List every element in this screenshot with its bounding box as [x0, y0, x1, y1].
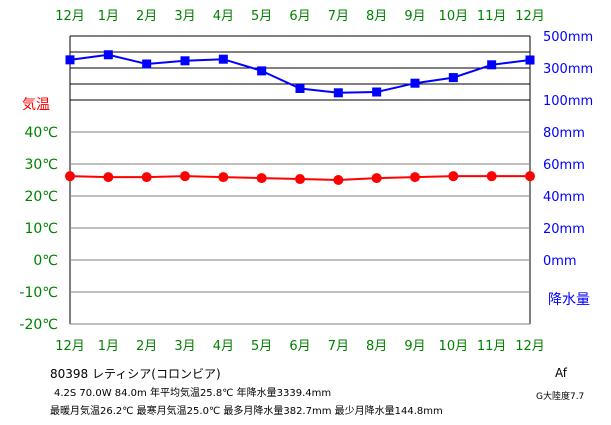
month-label-bottom: 12月	[55, 339, 85, 354]
precipitation-tick-label: 20mm	[543, 222, 585, 237]
temperature-tick-labels: -20℃ -10℃ 0℃ 10℃ 20℃ 30℃ 40℃	[19, 125, 58, 333]
month-label-bottom: 8月	[366, 339, 387, 354]
temperature-point	[295, 174, 305, 185]
temperature-point	[256, 173, 267, 184]
month-label-bottom: 10月	[439, 339, 469, 354]
month-labels-bottom: 12月 1月 2月 3月 4月 5月 6月 7月 8月 9月 10月 11月 12月	[55, 339, 545, 354]
month-label-top: 8月	[366, 9, 387, 24]
precipitation-tick-labels: 0mm 20mm 40mm 60mm 80mm 100mm 300mm 500mm	[543, 30, 593, 269]
temperature-point	[65, 171, 75, 182]
continentality-index: G大陸度7.7	[536, 392, 585, 402]
month-label-bottom: 5月	[251, 339, 272, 354]
month-label-top: 4月	[213, 9, 234, 24]
temperature-tick-label: 10℃	[24, 221, 58, 237]
temperature-point	[410, 172, 420, 183]
temperature-series	[65, 171, 535, 185]
station-name: 80398 レティシア(コロンビア)	[50, 367, 221, 381]
temperature-point	[333, 175, 344, 185]
precipitation-point	[333, 88, 343, 98]
temperature-point	[141, 172, 152, 183]
month-label-bottom: 12月	[515, 339, 545, 354]
precipitation-point	[295, 83, 305, 93]
month-label-bottom: 6月	[289, 339, 310, 354]
temperature-point	[218, 172, 229, 183]
temperature-point	[525, 171, 535, 182]
precipitation-point	[448, 73, 458, 83]
month-label-bottom: 2月	[136, 339, 157, 354]
temperature-tick-label: -20℃	[19, 317, 58, 333]
temperature-point	[371, 173, 382, 184]
month-label-top: 7月	[328, 9, 349, 24]
precipitation-point	[257, 66, 267, 76]
precipitation-point	[487, 60, 497, 70]
month-label-top: 12月	[55, 9, 85, 24]
precipitation-series	[65, 50, 535, 98]
temperature-point	[486, 171, 497, 182]
precipitation-tick-label: 60mm	[543, 158, 585, 173]
temperature-point	[448, 171, 459, 182]
precipitation-point	[180, 56, 190, 66]
precipitation-tick-label: 300mm	[543, 62, 593, 77]
precipitation-axis-title: 降水量	[548, 292, 590, 308]
month-label-top: 3月	[174, 9, 195, 24]
temperature-tick-label: 0℃	[33, 253, 58, 269]
temperature-tick-label: -10℃	[19, 285, 58, 301]
month-label-bottom: 11月	[477, 339, 507, 354]
month-label-top: 10月	[439, 9, 469, 24]
precipitation-tick-label: 100mm	[543, 94, 593, 109]
month-labels-top: 12月 1月 2月 3月 4月 5月 6月 7月 8月 9月 10月 11月 12月	[55, 9, 545, 24]
month-label-top: 11月	[477, 9, 507, 24]
temperature-tick-label: 30℃	[24, 157, 58, 173]
precipitation-tick-label: 80mm	[543, 126, 585, 141]
monthly-extremes: 最暖月気温26.2℃ 最寒月気温25.0℃ 最多月降水量382.7mm 最少月降…	[50, 406, 443, 417]
month-label-top: 12月	[515, 9, 545, 24]
precipitation-point	[65, 55, 75, 65]
precipitation-point	[103, 50, 113, 60]
temperature-tick-label: 20℃	[24, 189, 58, 205]
climate-class: Af	[555, 366, 568, 380]
month-label-bottom: 7月	[328, 339, 349, 354]
precipitation-tick-label: 0mm	[543, 254, 577, 269]
precipitation-point	[218, 54, 228, 64]
temperature-tick-label: 40℃	[24, 125, 58, 141]
temperature-point	[180, 171, 190, 182]
temperature-axis-title: 気温	[22, 97, 50, 113]
precipitation-point	[525, 55, 535, 65]
precipitation-point	[142, 59, 152, 69]
precipitation-point	[372, 87, 382, 97]
month-label-bottom: 9月	[404, 339, 425, 354]
month-label-top: 2月	[136, 9, 157, 24]
month-label-top: 5月	[251, 9, 272, 24]
location-summary: 4.2S 70.0W 84.0m 年平均気温25.8℃ 年降水量3339.4mm	[54, 388, 332, 399]
precipitation-tick-label: 40mm	[543, 190, 585, 205]
month-label-top: 1月	[98, 9, 119, 24]
precipitation-tick-label: 500mm	[543, 30, 593, 45]
month-label-top: 9月	[404, 9, 425, 24]
month-label-bottom: 1月	[98, 339, 119, 354]
month-label-bottom: 4月	[213, 339, 234, 354]
temperature-point	[103, 172, 114, 183]
month-label-bottom: 3月	[174, 339, 195, 354]
month-label-top: 6月	[289, 9, 310, 24]
precipitation-point	[410, 78, 420, 88]
